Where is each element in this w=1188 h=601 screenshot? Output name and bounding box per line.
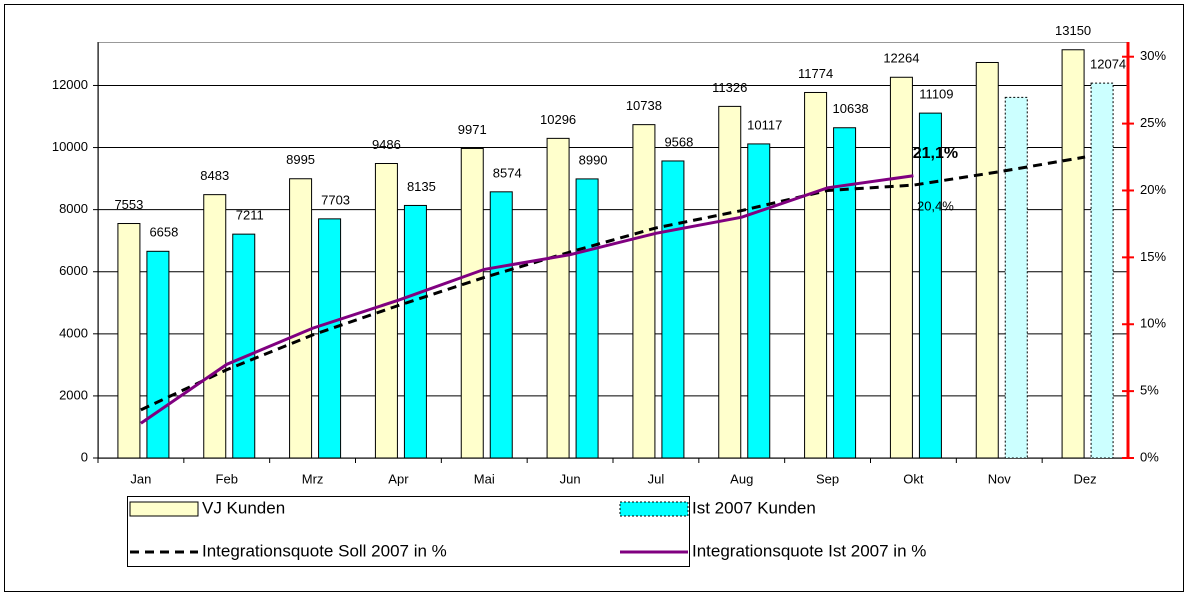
- bar: [403, 204, 427, 459]
- plot-area: [98, 42, 1129, 459]
- value-label: 8574: [493, 165, 522, 180]
- value-label: 9971: [458, 122, 487, 137]
- value-label: 9486: [372, 137, 401, 152]
- value-label: 12264: [883, 51, 919, 66]
- bar: [975, 61, 999, 459]
- legend-label: Ist 2007 Kunden: [692, 498, 816, 517]
- line: [140, 155, 1086, 412]
- bar: [232, 233, 256, 459]
- x-tick-label: Mai: [474, 471, 495, 486]
- value-label: 6658: [149, 225, 178, 240]
- bar: [889, 76, 913, 459]
- line: [140, 174, 914, 425]
- x-tick-label: Feb: [216, 471, 238, 486]
- legend-label: Integrationsquote Soll 2007 in %: [202, 541, 447, 560]
- bar: [661, 160, 685, 459]
- bar: [318, 218, 342, 459]
- x-tick-label: Jul: [648, 471, 665, 486]
- bar: [460, 147, 484, 459]
- y2-tick-label: 5%: [1140, 383, 1159, 398]
- x-tick-label: Jan: [130, 471, 151, 486]
- value-label: 9568: [664, 134, 693, 149]
- bar: [1004, 96, 1028, 459]
- value-label: 10638: [833, 101, 869, 116]
- annotation: 20,4%: [917, 199, 954, 214]
- bar: [1061, 49, 1085, 459]
- value-label: 7211: [236, 208, 264, 223]
- value-label: 8135: [407, 179, 436, 194]
- x-tick-label: Sep: [816, 471, 839, 486]
- x-tick-label: Nov: [988, 471, 1012, 486]
- bar: [374, 163, 398, 459]
- x-tick-label: Okt: [903, 471, 924, 486]
- bar: [918, 112, 942, 459]
- legend-label: VJ Kunden: [202, 498, 285, 517]
- bar: [747, 143, 771, 459]
- bar: [804, 91, 828, 459]
- y2-tick-label: 15%: [1140, 249, 1166, 264]
- legend-swatch: [129, 501, 199, 517]
- y-tick-label: 6000: [59, 263, 88, 278]
- bar: [289, 178, 313, 459]
- bar: [632, 124, 656, 459]
- y-tick-label: 10000: [52, 139, 88, 154]
- value-label: 8995: [286, 152, 315, 167]
- legend-label: Integrationsquote Ist 2007 in %: [692, 541, 926, 560]
- y2-tick-label: 25%: [1140, 115, 1166, 130]
- x-tick-label: Dez: [1074, 471, 1097, 486]
- value-label: 10117: [747, 117, 782, 132]
- value-label: 8483: [200, 168, 229, 183]
- y2-tick-label: 30%: [1140, 48, 1166, 63]
- bar: [1090, 82, 1114, 459]
- value-label: 10296: [540, 112, 576, 127]
- y-tick-label: 8000: [59, 201, 88, 216]
- bar: [575, 178, 599, 459]
- bar: [146, 250, 170, 459]
- annotation: 21,1%: [913, 145, 958, 162]
- x-tick-label: Jun: [560, 471, 581, 486]
- legend: [127, 496, 690, 567]
- value-label: 11326: [712, 80, 747, 95]
- value-label: 11109: [919, 87, 953, 102]
- y-tick-label: 0: [81, 449, 88, 464]
- value-label: 8990: [579, 152, 608, 167]
- value-label: 10738: [626, 98, 662, 113]
- x-tick-label: Aug: [730, 471, 753, 486]
- value-label: 11774: [798, 66, 833, 81]
- y2-tick-label: 20%: [1140, 182, 1166, 197]
- bar: [718, 105, 742, 459]
- x-tick-label: Apr: [388, 471, 409, 486]
- value-label: 13150: [1055, 23, 1091, 38]
- y2-tick-label: 0%: [1140, 449, 1159, 464]
- y-tick-label: 2000: [59, 387, 88, 402]
- bar: [546, 137, 570, 459]
- y2-tick-label: 10%: [1140, 316, 1166, 331]
- x-tick-label: Mrz: [302, 471, 324, 486]
- value-label: 12074: [1090, 57, 1126, 72]
- value-label: 7553: [114, 197, 143, 212]
- bar: [117, 223, 141, 459]
- y-tick-label: 12000: [52, 77, 88, 92]
- y-tick-label: 4000: [59, 325, 88, 340]
- legend-swatch: [619, 501, 689, 517]
- value-label: 7703: [321, 192, 350, 207]
- bar: [203, 194, 227, 459]
- bar: [833, 127, 857, 459]
- bar: [489, 191, 513, 459]
